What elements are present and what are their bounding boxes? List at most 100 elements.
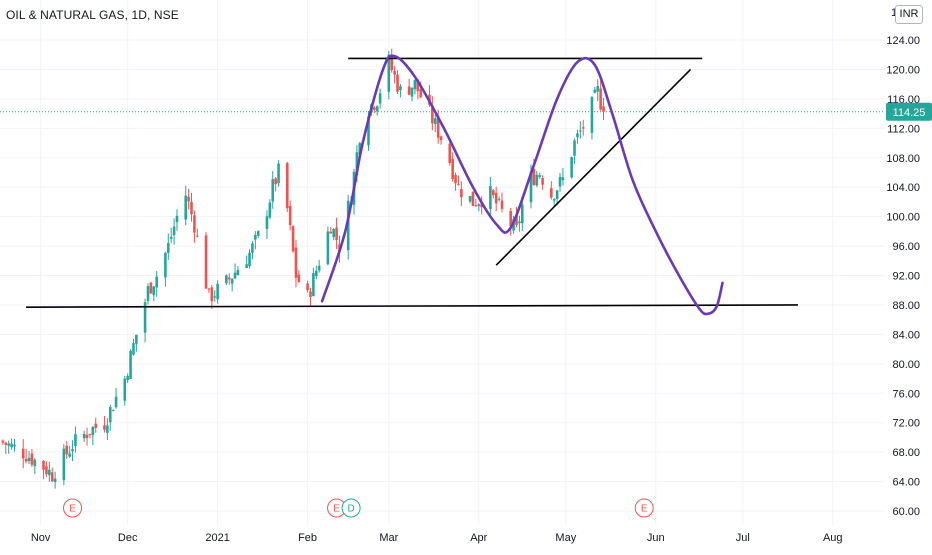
candle-body[interactable] bbox=[251, 243, 254, 253]
candle-body[interactable] bbox=[149, 282, 153, 294]
candle-body[interactable] bbox=[233, 272, 237, 279]
candle-body[interactable] bbox=[30, 453, 34, 465]
candle-body[interactable] bbox=[491, 190, 495, 196]
candle-body[interactable] bbox=[335, 227, 338, 240]
candle-body[interactable] bbox=[451, 158, 454, 180]
candle-body[interactable] bbox=[291, 226, 295, 252]
candle-body[interactable] bbox=[248, 252, 251, 267]
candle-body[interactable] bbox=[460, 188, 463, 198]
candle-body[interactable] bbox=[529, 171, 533, 203]
candle-body[interactable] bbox=[213, 296, 217, 298]
event-circle[interactable] bbox=[634, 498, 654, 518]
candle-body[interactable] bbox=[13, 444, 16, 447]
candle-body[interactable] bbox=[454, 175, 457, 184]
candle-body[interactable] bbox=[184, 195, 188, 220]
candle-body[interactable] bbox=[196, 235, 199, 237]
event-circle[interactable] bbox=[341, 498, 361, 518]
candle-body[interactable] bbox=[146, 286, 150, 301]
candle-body[interactable] bbox=[65, 445, 69, 455]
candle-body[interactable] bbox=[24, 458, 28, 462]
candle-body[interactable] bbox=[288, 206, 292, 226]
candle-body[interactable] bbox=[204, 235, 208, 289]
candle-body[interactable] bbox=[367, 116, 370, 146]
currency-badge[interactable]: INR bbox=[895, 5, 923, 24]
dividend-event-marker[interactable]: D bbox=[341, 498, 361, 518]
candle-body[interactable] bbox=[230, 278, 234, 284]
candle-body[interactable] bbox=[393, 70, 396, 75]
candle-body[interactable] bbox=[375, 106, 379, 112]
candle-body[interactable] bbox=[21, 448, 25, 459]
candle-body[interactable] bbox=[312, 273, 315, 296]
candle-body[interactable] bbox=[33, 459, 37, 467]
candle-body[interactable] bbox=[535, 174, 539, 186]
candle-body[interactable] bbox=[10, 443, 13, 448]
candle-body[interactable] bbox=[390, 56, 394, 71]
candle-body[interactable] bbox=[277, 163, 280, 184]
double-top-pattern-curve[interactable] bbox=[320, 54, 724, 316]
candle-body[interactable] bbox=[561, 177, 565, 181]
candle-body[interactable] bbox=[552, 199, 556, 201]
candle-body[interactable] bbox=[457, 184, 460, 186]
candle-body[interactable] bbox=[515, 214, 518, 226]
candle-body[interactable] bbox=[271, 179, 275, 202]
candle-body[interactable] bbox=[285, 163, 289, 209]
candle-body[interactable] bbox=[396, 74, 399, 92]
candle-body[interactable] bbox=[172, 226, 176, 236]
candle-body[interactable] bbox=[550, 188, 553, 198]
candle-body[interactable] bbox=[555, 190, 559, 199]
candle-body[interactable] bbox=[42, 460, 45, 470]
candle-body[interactable] bbox=[346, 200, 350, 251]
candle-body[interactable] bbox=[436, 115, 440, 138]
candle-body[interactable] bbox=[532, 169, 536, 185]
candle-body[interactable] bbox=[602, 106, 605, 112]
candle-body[interactable] bbox=[474, 205, 478, 207]
candle-body[interactable] bbox=[207, 288, 211, 290]
candle-body[interactable] bbox=[407, 86, 411, 95]
candle-body[interactable] bbox=[294, 247, 298, 278]
candle-body[interactable] bbox=[4, 442, 8, 445]
candle-body[interactable] bbox=[45, 466, 48, 475]
candle-body[interactable] bbox=[573, 140, 576, 156]
candle-body[interactable] bbox=[91, 426, 95, 436]
candle-body[interactable] bbox=[7, 443, 11, 446]
candle-body[interactable] bbox=[538, 175, 542, 178]
candle-body[interactable] bbox=[27, 457, 31, 462]
candle-body[interactable] bbox=[155, 276, 158, 288]
candle-body[interactable] bbox=[518, 221, 521, 224]
candle-body[interactable] bbox=[378, 93, 382, 104]
candle-body[interactable] bbox=[85, 434, 89, 438]
candle-body[interactable] bbox=[103, 425, 106, 430]
candle-body[interactable] bbox=[62, 448, 66, 481]
candle-body[interactable] bbox=[126, 375, 129, 380]
candle-body[interactable] bbox=[448, 143, 452, 163]
candle-body[interactable] bbox=[123, 378, 127, 401]
time-axis[interactable]: Nov Dec 2021 Feb Mar Apr May Jun Jul Aug bbox=[0, 525, 932, 550]
candle-body[interactable] bbox=[227, 277, 231, 280]
candle-body[interactable] bbox=[520, 204, 524, 224]
candle-body[interactable] bbox=[329, 231, 333, 234]
candle-body[interactable] bbox=[190, 201, 193, 215]
candle-body[interactable] bbox=[581, 127, 585, 129]
candle-body[interactable] bbox=[317, 265, 321, 271]
candle-body[interactable] bbox=[169, 237, 173, 239]
candle-body[interactable] bbox=[596, 86, 600, 92]
candle-body[interactable] bbox=[152, 286, 156, 296]
candle-body[interactable] bbox=[558, 176, 562, 187]
candle-body[interactable] bbox=[387, 54, 391, 92]
candle-body[interactable] bbox=[509, 211, 512, 227]
candle-body[interactable] bbox=[355, 152, 359, 175]
candle-body[interactable] bbox=[314, 270, 318, 277]
candle-body[interactable] bbox=[48, 469, 51, 476]
candle-body[interactable] bbox=[332, 229, 335, 238]
candle-body[interactable] bbox=[274, 178, 277, 185]
candle-body[interactable] bbox=[416, 79, 420, 92]
candle-body[interactable] bbox=[164, 252, 167, 278]
candle-body[interactable] bbox=[1, 440, 5, 443]
candle-body[interactable] bbox=[88, 433, 92, 435]
candle-body[interactable] bbox=[114, 396, 118, 408]
candle-body[interactable] bbox=[297, 274, 301, 282]
candle-body[interactable] bbox=[187, 196, 190, 202]
candle-body[interactable] bbox=[579, 130, 582, 132]
candle-body[interactable] bbox=[410, 87, 414, 97]
